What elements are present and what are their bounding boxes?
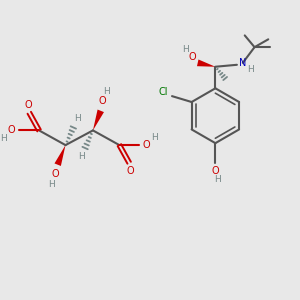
Polygon shape [93,110,104,130]
Text: O: O [52,169,59,179]
Text: O: O [188,52,196,62]
Text: H: H [48,180,55,189]
Text: H: H [214,175,221,184]
Text: N: N [239,58,247,68]
Text: H: H [183,45,189,54]
Text: O: O [126,166,134,176]
Text: O: O [99,96,106,106]
Text: H: H [74,114,81,123]
Text: H: H [247,65,254,74]
Text: O: O [212,166,219,176]
Text: H: H [0,134,7,143]
Polygon shape [197,59,215,67]
Text: O: O [143,140,151,150]
Text: Cl: Cl [158,87,168,97]
Text: H: H [78,152,85,161]
Text: O: O [25,100,32,110]
Text: H: H [151,133,158,142]
Polygon shape [55,145,65,166]
Text: H: H [103,87,110,96]
Text: O: O [8,125,16,135]
